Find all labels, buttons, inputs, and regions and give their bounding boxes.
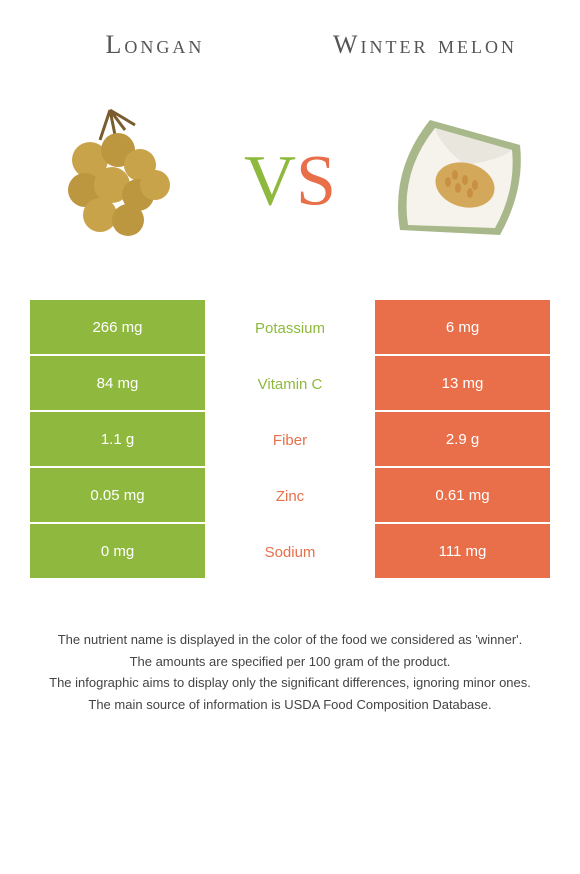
vs-v: V: [244, 140, 296, 220]
table-row: 0 mgSodium111 mg: [30, 524, 550, 580]
left-value-cell: 0.05 mg: [30, 468, 205, 524]
nutrient-name-cell: Zinc: [205, 468, 375, 524]
left-value-cell: 1.1 g: [30, 412, 205, 468]
nutrient-name-cell: Sodium: [205, 524, 375, 580]
left-value-cell: 266 mg: [30, 300, 205, 356]
header: Longan Winter melon: [0, 0, 580, 80]
left-food-title: Longan: [35, 30, 275, 60]
left-value-cell: 0 mg: [30, 524, 205, 580]
table-row: 84 mgVitamin C13 mg: [30, 356, 550, 412]
footer-notes: The nutrient name is displayed in the co…: [0, 630, 580, 714]
right-value-cell: 6 mg: [375, 300, 550, 356]
right-value-cell: 0.61 mg: [375, 468, 550, 524]
nutrient-name-cell: Potassium: [205, 300, 375, 356]
left-value-cell: 84 mg: [30, 356, 205, 412]
table-row: 266 mgPotassium6 mg: [30, 300, 550, 356]
images-row: VS: [0, 80, 580, 290]
comparison-table: 266 mgPotassium6 mg84 mgVitamin C13 mg1.…: [30, 300, 550, 580]
table-row: 0.05 mgZinc0.61 mg: [30, 468, 550, 524]
vs-label: VS: [244, 139, 336, 222]
vs-s: S: [296, 140, 336, 220]
right-food-title: Winter melon: [305, 30, 545, 60]
longan-image: [40, 90, 210, 260]
table-row: 1.1 gFiber2.9 g: [30, 412, 550, 468]
winter-melon-image: [370, 90, 540, 260]
footer-line-4: The main source of information is USDA F…: [30, 695, 550, 715]
footer-line-2: The amounts are specified per 100 gram o…: [30, 652, 550, 672]
winter-melon-icon: [370, 90, 540, 260]
right-value-cell: 2.9 g: [375, 412, 550, 468]
longan-icon: [40, 90, 210, 260]
nutrient-name-cell: Vitamin C: [205, 356, 375, 412]
right-value-cell: 13 mg: [375, 356, 550, 412]
nutrient-name-cell: Fiber: [205, 412, 375, 468]
footer-line-1: The nutrient name is displayed in the co…: [30, 630, 550, 650]
right-value-cell: 111 mg: [375, 524, 550, 580]
footer-line-3: The infographic aims to display only the…: [30, 673, 550, 693]
